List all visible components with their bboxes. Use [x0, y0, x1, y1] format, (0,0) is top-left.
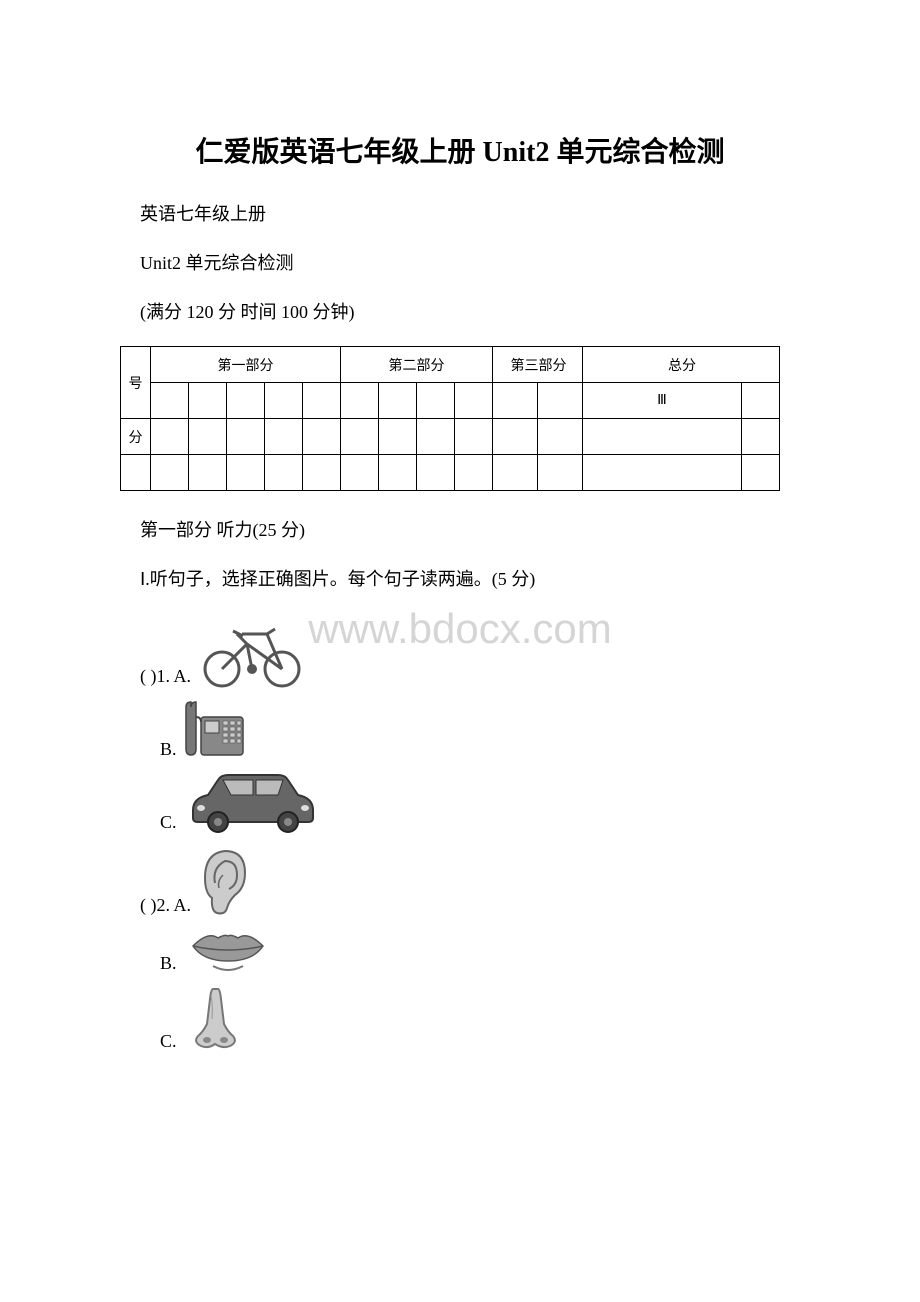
main-title: 仁爱版英语七年级上册 Unit2 单元综合检测 — [100, 130, 820, 170]
table-cell — [493, 383, 538, 419]
bicycle-icon — [197, 614, 307, 689]
option-prefix: C. — [160, 1029, 177, 1054]
table-iii-cell: Ⅲ — [583, 383, 742, 419]
table-cell — [455, 383, 493, 419]
table-cell — [538, 455, 583, 491]
option-prefix: B. — [160, 951, 177, 976]
time-info-text: (满分 120 分 时间 100 分钟) — [140, 298, 820, 327]
question-option-1c: C. — [160, 770, 820, 835]
table-cell — [538, 383, 583, 419]
nose-icon — [183, 984, 248, 1054]
table-cell — [227, 383, 265, 419]
question-option-2a: ( )2. A. — [140, 843, 820, 918]
table-cell — [455, 455, 493, 491]
table-cell — [493, 455, 538, 491]
question-option-2b: B. — [160, 926, 820, 976]
unit-title-text: Unit2 单元综合检测 — [140, 249, 820, 278]
table-cell — [417, 383, 455, 419]
table-part3-header: 第三部分 — [493, 347, 583, 383]
table-cell — [151, 419, 189, 455]
mouth-icon — [183, 926, 273, 976]
table-cell — [303, 419, 341, 455]
telephone-icon — [183, 697, 248, 762]
table-part1-header: 第一部分 — [151, 347, 341, 383]
table-cell — [227, 419, 265, 455]
table-cell — [151, 383, 189, 419]
option-prefix: ( )1. A. — [140, 664, 191, 689]
table-cell — [379, 419, 417, 455]
table-cell — [742, 419, 780, 455]
table-total-header: 总分 — [583, 347, 780, 383]
score-table: 号 第一部分 第二部分 第三部分 总分 Ⅲ 分 — [120, 346, 780, 491]
table-cell — [189, 455, 227, 491]
ear-icon — [197, 843, 252, 918]
table-header-row-1: 号 第一部分 第二部分 第三部分 总分 — [121, 347, 780, 383]
table-label-number: 号 — [121, 347, 151, 419]
table-cell — [493, 419, 538, 455]
table-cell — [742, 455, 780, 491]
table-cell — [583, 455, 742, 491]
table-cell — [379, 455, 417, 491]
table-cell — [417, 455, 455, 491]
table-cell — [455, 419, 493, 455]
table-cell — [227, 455, 265, 491]
table-part2-header: 第二部分 — [341, 347, 493, 383]
table-cell — [303, 455, 341, 491]
table-cell — [341, 383, 379, 419]
table-cell — [303, 383, 341, 419]
subtitle-text: 英语七年级上册 — [140, 200, 820, 229]
table-cell — [341, 419, 379, 455]
question-option-2c: C. — [160, 984, 820, 1054]
option-prefix: B. — [160, 737, 177, 762]
table-cell — [538, 419, 583, 455]
table-cell — [742, 383, 780, 419]
table-subheader-row: Ⅲ — [121, 383, 780, 419]
table-cell — [583, 419, 742, 455]
table-score-row: 分 — [121, 419, 780, 455]
table-empty-row — [121, 455, 780, 491]
option-prefix: C. — [160, 810, 177, 835]
car-icon — [183, 770, 323, 835]
table-cell — [265, 419, 303, 455]
table-cell — [189, 419, 227, 455]
table-cell — [265, 383, 303, 419]
table-cell — [265, 455, 303, 491]
table-cell — [189, 383, 227, 419]
question-option-1b: B. — [160, 697, 820, 762]
table-cell — [151, 455, 189, 491]
instruction-text: Ⅰ.听句子，选择正确图片。每个句子读两遍。(5 分) — [140, 565, 820, 594]
section-title-text: 第一部分 听力(25 分) — [140, 516, 820, 545]
table-cell — [417, 419, 455, 455]
document-content: 仁爱版英语七年级上册 Unit2 单元综合检测 英语七年级上册 Unit2 单元… — [100, 130, 820, 1054]
table-cell — [341, 455, 379, 491]
table-cell — [121, 455, 151, 491]
table-cell — [379, 383, 417, 419]
question-option-1a: ( )1. A. — [140, 614, 820, 689]
table-label-score: 分 — [121, 419, 151, 455]
option-prefix: ( )2. A. — [140, 893, 191, 918]
